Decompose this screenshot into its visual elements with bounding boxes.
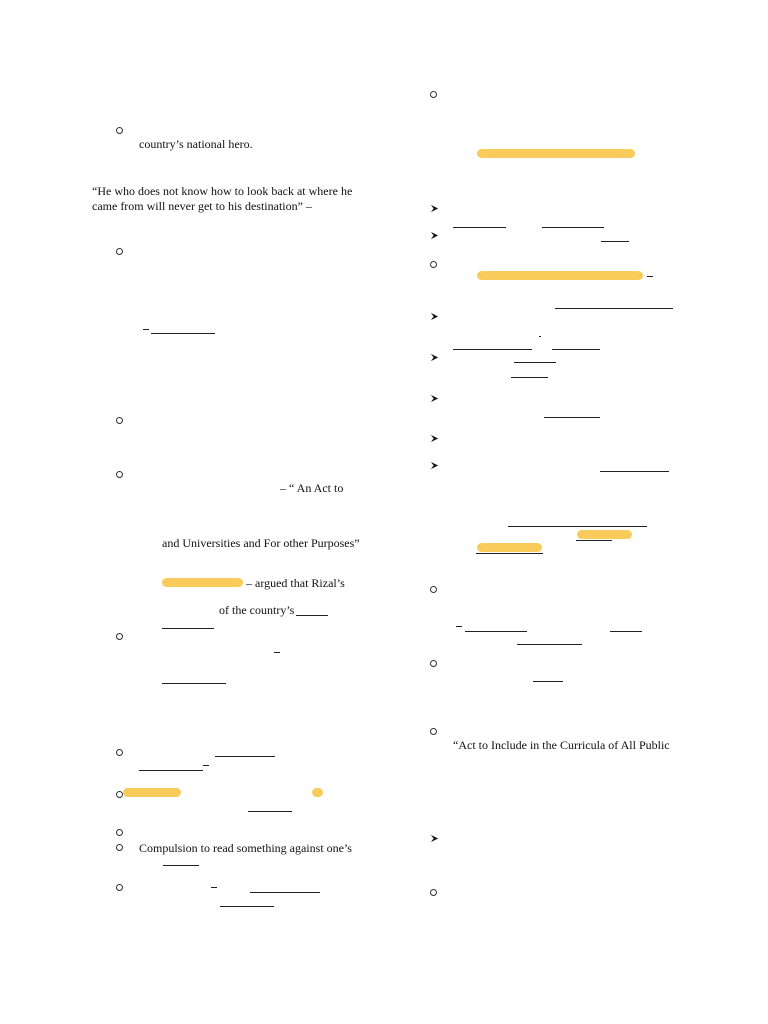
blank-underline xyxy=(601,241,629,242)
arrow-bullet-icon xyxy=(430,461,439,470)
blank-underline xyxy=(162,628,214,629)
country-text: of the country’s xyxy=(219,603,295,617)
act-fragment: – “ An Act to xyxy=(280,481,344,495)
argued-text: – argued that Rizal’s xyxy=(246,576,345,590)
arrow-bullet-icon xyxy=(430,204,439,213)
compulsion-text: Compulsion to read something against one… xyxy=(139,841,352,855)
dash xyxy=(203,765,209,766)
blank-underline xyxy=(508,526,647,527)
hollow-bullet-icon xyxy=(430,586,437,593)
dash xyxy=(143,329,149,330)
blank-underline xyxy=(576,540,612,541)
blank-underline xyxy=(517,644,582,645)
hollow-bullet-icon xyxy=(116,791,123,798)
blank-underline xyxy=(163,865,199,866)
hollow-bullet-icon xyxy=(116,844,123,851)
arrow-bullet-icon xyxy=(430,353,439,362)
highlighted-redaction xyxy=(477,271,643,280)
hollow-bullet-icon xyxy=(430,261,437,268)
arrow-bullet-icon xyxy=(430,434,439,443)
blank-underline xyxy=(215,756,275,757)
arrow-bullet-icon xyxy=(430,834,439,843)
quote-line: “He who does not know how to look back a… xyxy=(92,184,353,198)
hollow-bullet-icon xyxy=(430,91,437,98)
blank-underline xyxy=(600,471,669,472)
act-fragment: and Universities and For other Purposes” xyxy=(162,536,360,550)
hollow-bullet-icon xyxy=(116,248,123,255)
quote-line: came from will never get to his destinat… xyxy=(92,199,312,213)
hollow-bullet-icon xyxy=(116,417,123,424)
blank-underline xyxy=(511,377,548,378)
hollow-bullet-icon xyxy=(116,127,123,134)
arrow-bullet-icon xyxy=(430,394,439,403)
blank-underline xyxy=(162,683,226,684)
blank-underline xyxy=(453,349,532,350)
dash xyxy=(211,887,217,888)
blank-underline xyxy=(555,308,673,309)
blank-underline xyxy=(610,631,642,632)
blank-underline xyxy=(544,417,600,418)
blank-underline xyxy=(552,349,600,350)
act-include-text: “Act to Include in the Curricula of All … xyxy=(453,738,670,752)
highlighted-redaction xyxy=(477,149,635,158)
blank-underline xyxy=(139,770,203,771)
blank-underline xyxy=(514,362,556,363)
hollow-bullet-icon xyxy=(116,471,123,478)
hollow-bullet-icon xyxy=(116,829,123,836)
dash xyxy=(647,276,653,277)
arrow-bullet-icon xyxy=(430,231,439,240)
blank-underline xyxy=(542,227,604,228)
blank-underline xyxy=(476,553,543,554)
dash xyxy=(456,626,462,627)
dash xyxy=(274,652,280,653)
highlighted-redaction xyxy=(312,788,323,797)
hollow-bullet-icon xyxy=(430,660,437,667)
hollow-bullet-icon xyxy=(430,728,437,735)
blank-underline xyxy=(453,227,506,228)
highlighted-redaction xyxy=(577,530,632,539)
blank-underline xyxy=(296,615,328,616)
blank-underline xyxy=(250,892,320,893)
blank-underline xyxy=(220,906,274,907)
highlighted-redaction xyxy=(477,543,542,552)
blank-underline xyxy=(248,811,292,812)
blank-underline xyxy=(533,681,563,682)
hollow-bullet-icon xyxy=(116,884,123,891)
arrow-bullet-icon xyxy=(430,312,439,321)
blank-underline xyxy=(465,631,527,632)
blank-underline xyxy=(151,333,215,334)
list-item-text: country’s national hero. xyxy=(139,137,253,151)
hollow-bullet-icon xyxy=(430,889,437,896)
dash xyxy=(539,336,541,337)
hollow-bullet-icon xyxy=(116,749,123,756)
hollow-bullet-icon xyxy=(116,633,123,640)
highlighted-redaction xyxy=(123,788,181,797)
highlighted-redaction xyxy=(162,578,243,587)
